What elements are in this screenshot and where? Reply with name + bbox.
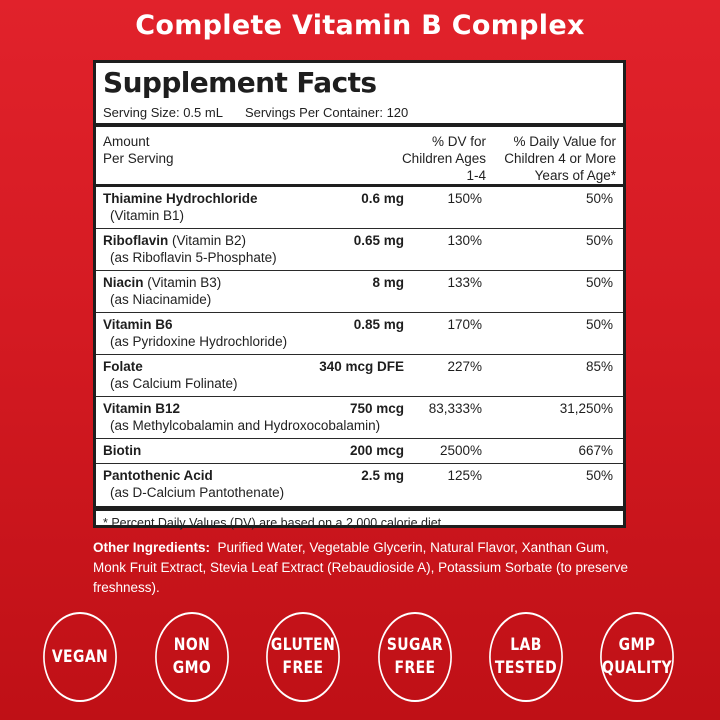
- nutrient-dv-4plus: 85%: [585, 359, 613, 374]
- badge-line: NON: [173, 635, 211, 655]
- nutrient-row-vitamin-b6: Vitamin B6 (as Pyridoxine Hydrochloride)…: [96, 313, 623, 355]
- nutrient-dv-1-4: 170%: [447, 317, 482, 332]
- nutrient-dv-4plus: 667%: [578, 443, 613, 458]
- header-line: Amount: [103, 134, 150, 149]
- nutrient-dv-4plus: 50%: [585, 275, 613, 290]
- nutrient-dv-4plus: 50%: [585, 191, 613, 206]
- nutrient-dv-4plus: 50%: [585, 317, 613, 332]
- nutrient-row-vitamin-b12: Vitamin B12 (as Methylcobalamin and Hydr…: [96, 397, 623, 439]
- header-line: Years of Age*: [534, 168, 616, 183]
- dv-children-4plus-header: % Daily Value for Children 4 or More Yea…: [504, 133, 616, 184]
- badge-line: GMO: [172, 658, 212, 678]
- badge-line: LAB: [510, 635, 542, 655]
- other-ingredients-label: Other Ingredients:: [93, 540, 211, 555]
- nutrient-name: Niacin (Vitamin B3): [103, 275, 222, 290]
- dv-footnote: * Percent Daily Values (DV) are based on…: [103, 516, 445, 530]
- nutrient-amount: 0.65 mg: [353, 233, 404, 248]
- dv-children-1-4-header: % DV for Children Ages 1-4: [402, 133, 486, 184]
- facts-header: Supplement Facts Serving Size: 0.5 mL Ser…: [96, 63, 623, 127]
- nutrient-source: (as Calcium Folinate): [110, 376, 238, 391]
- badge-vegan: VEGAN: [43, 612, 117, 702]
- badge-non-gmo: NON GMO: [155, 612, 229, 702]
- header-line: % DV for: [431, 134, 486, 149]
- nutrient-dv-1-4: 133%: [447, 275, 482, 290]
- facts-heading: Supplement Facts: [103, 66, 377, 99]
- badge-line: VEGAN: [51, 646, 109, 667]
- nutrient-source: (as D-Calcium Pantothenate): [110, 485, 285, 500]
- column-headers: Amount Per Serving % DV for Children Age…: [96, 127, 623, 187]
- certification-badges: VEGAN NON GMO GLUTEN FREE SUGAR FREE LAB…: [35, 612, 695, 707]
- nutrient-row-folate: Folate (as Calcium Folinate) 340 mcg DFE…: [96, 355, 623, 397]
- nutrient-amount: 2.5 mg: [361, 468, 404, 483]
- nutrient-name: Vitamin B6: [103, 317, 173, 332]
- nutrient-dv-4plus: 50%: [585, 233, 613, 248]
- nutrient-source: (as Riboflavin 5-Phosphate): [110, 250, 277, 265]
- nutrient-name: Pantothenic Acid: [103, 468, 213, 483]
- nutrient-name: Folate: [103, 359, 143, 374]
- badge-line: SUGAR: [386, 635, 444, 655]
- nutrient-name: Thiamine Hydrochloride: [103, 191, 258, 206]
- nutrient-dv-1-4: 125%: [447, 468, 482, 483]
- nutrient-source: (as Pyridoxine Hydrochloride): [110, 334, 288, 349]
- nutrient-dv-1-4: 83,333%: [428, 401, 482, 416]
- header-line: Children 4 or More: [504, 151, 616, 166]
- header-line: Children Ages: [401, 151, 486, 166]
- badge-sugar-free: SUGAR FREE: [378, 612, 452, 702]
- nutrient-dv-1-4: 227%: [447, 359, 482, 374]
- badge-line: FREE: [282, 658, 324, 678]
- nutrient-dv-4plus: 50%: [585, 468, 613, 483]
- nutrient-amount: 200 mcg: [349, 443, 404, 458]
- header-line: Per Serving: [103, 151, 174, 166]
- other-ingredients: Other Ingredients: Purified Water, Veget…: [93, 538, 638, 598]
- badge-line: QUALITY: [601, 658, 673, 678]
- badge-line: GLUTEN: [270, 635, 336, 655]
- nutrient-row-thiamine: Thiamine Hydrochloride (Vitamin B1) 0.6 …: [96, 187, 623, 229]
- nutrient-amount: 0.6 mg: [361, 191, 404, 206]
- supplement-facts-panel: Supplement Facts Serving Size: 0.5 mL Ser…: [93, 60, 626, 530]
- header-line: 1-4: [466, 168, 486, 183]
- product-title: Complete Vitamin B Complex: [135, 10, 585, 41]
- badge-line: TESTED: [494, 658, 558, 678]
- serving-info: Serving Size: 0.5 mL Servings Per Contain…: [103, 105, 616, 120]
- nutrient-name: Riboflavin (Vitamin B2): [103, 233, 247, 248]
- nutrient-amount: 8 mg: [372, 275, 404, 290]
- nutrient-dv-1-4: 130%: [447, 233, 482, 248]
- badge-gmp-quality: GMP QUALITY: [600, 612, 674, 702]
- badge-gluten-free: GLUTEN FREE: [266, 612, 340, 702]
- badge-line: FREE: [394, 658, 436, 678]
- nutrient-source: (as Niacinamide): [110, 292, 212, 307]
- other-ingredients-text: Purified Water, Vegetable Glycerin, Natu…: [93, 540, 628, 595]
- nutrient-name: Vitamin B12: [103, 401, 181, 416]
- nutrient-row-pantothenic-acid: Pantothenic Acid (as D-Calcium Pantothen…: [96, 464, 623, 511]
- serving-size: Serving Size: 0.5 mL: [103, 105, 223, 120]
- header-line: % Daily Value for: [513, 134, 616, 149]
- nutrient-source: (as Methylcobalamin and Hydroxocobalamin…: [110, 418, 381, 433]
- badge-lab-tested: LAB TESTED: [489, 612, 563, 702]
- nutrient-row-biotin: Biotin 200 mcg 2500% 667%: [96, 439, 623, 464]
- servings-per-container: Servings Per Container: 120: [244, 105, 409, 120]
- nutrient-dv-4plus: 31,250%: [559, 401, 613, 416]
- nutrient-dv-1-4: 150%: [447, 191, 482, 206]
- badge-line: GMP: [618, 635, 656, 655]
- nutrient-dv-1-4: 2500%: [439, 443, 482, 458]
- nutrient-row-niacin: Niacin (Vitamin B3) (as Niacinamide) 8 m…: [96, 271, 623, 313]
- nutrient-amount: 0.85 mg: [353, 317, 404, 332]
- nutrient-amount: 750 mcg: [349, 401, 404, 416]
- nutrient-row-riboflavin: Riboflavin (Vitamin B2) (as Riboflavin 5…: [96, 229, 623, 271]
- nutrient-name: Biotin: [103, 443, 142, 458]
- nutrient-source: (Vitamin B1): [110, 208, 185, 223]
- amount-per-serving-header: Amount Per Serving: [103, 133, 174, 167]
- nutrient-amount: 340 mcg DFE: [319, 359, 404, 374]
